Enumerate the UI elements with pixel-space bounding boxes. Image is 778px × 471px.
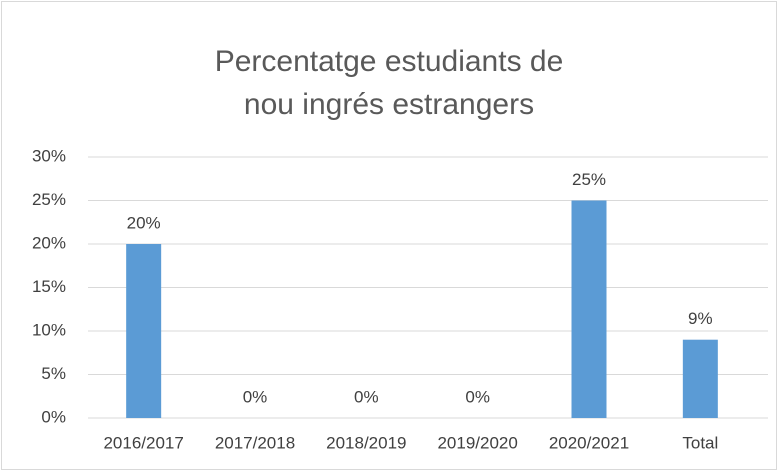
x-tick-label: 2017/2018 xyxy=(215,433,295,452)
y-tick-label: 25% xyxy=(32,190,66,209)
x-tick-label: 2020/2021 xyxy=(549,433,629,452)
data-label: 0% xyxy=(465,387,490,406)
x-tick-label: 2016/2017 xyxy=(103,433,183,452)
data-label: 0% xyxy=(243,387,268,406)
data-label: 0% xyxy=(354,387,379,406)
bar xyxy=(571,200,607,418)
data-label: 9% xyxy=(688,309,713,328)
y-tick-label: 5% xyxy=(41,364,66,383)
bar xyxy=(126,244,162,418)
bar xyxy=(682,339,718,418)
x-tick-label: Total xyxy=(682,433,718,452)
chart-title: Percentatge estudiants de nou ingrés est… xyxy=(214,45,564,121)
y-tick-label: 0% xyxy=(41,407,66,426)
x-tick-label: 2019/2020 xyxy=(437,433,517,452)
data-label: 25% xyxy=(572,170,606,189)
y-tick-label: 20% xyxy=(32,233,66,252)
y-tick-label: 30% xyxy=(32,146,66,165)
y-tick-label: 15% xyxy=(32,277,66,296)
x-tick-label: 2018/2019 xyxy=(326,433,406,452)
y-tick-label: 10% xyxy=(32,320,66,339)
data-label: 20% xyxy=(127,213,161,232)
